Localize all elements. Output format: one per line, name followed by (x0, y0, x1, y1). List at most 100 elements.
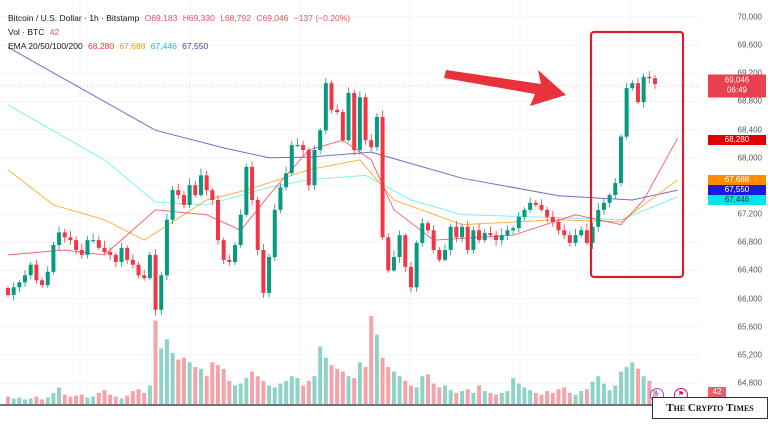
candle-body (136, 264, 141, 276)
candle-body (488, 233, 493, 236)
red-arrow-annotation (444, 70, 566, 106)
volume-bar (17, 397, 22, 404)
volume-bar (301, 385, 306, 404)
candle (533, 199, 538, 208)
candle (545, 206, 550, 223)
ema100-value: 67,446 (150, 41, 177, 51)
volume-bar (34, 396, 39, 404)
candle (346, 87, 351, 142)
volume-bar (45, 397, 50, 404)
volume-bar (567, 392, 572, 404)
candle-body (579, 230, 584, 236)
volume-bar (323, 357, 328, 404)
volume-bar (420, 376, 425, 404)
volume-bar (312, 376, 317, 404)
candle-body (635, 83, 640, 103)
volume-bar (431, 383, 436, 404)
volume-bar (443, 385, 448, 404)
candle (590, 222, 595, 249)
volume-bar (289, 376, 294, 404)
legend-ohlc-row: Bitcoin / U.S. Dollar · 1h · Bitstamp O6… (8, 11, 353, 25)
candle-body (584, 230, 589, 243)
candle (437, 247, 442, 263)
candle-body (465, 226, 470, 250)
candle (335, 104, 340, 115)
candle (443, 244, 448, 262)
candle-body (289, 145, 294, 174)
volume-bar (125, 395, 130, 404)
candle (340, 108, 345, 143)
volume-value: 42 (49, 27, 60, 37)
volume-bar (142, 392, 147, 404)
ema50-line (7, 159, 678, 241)
candle-body (329, 83, 334, 110)
volume-bar (198, 368, 203, 404)
candle (85, 236, 90, 259)
volume-bar (340, 371, 345, 404)
volume-bar (23, 399, 28, 404)
candle (641, 73, 646, 108)
candle-body (187, 185, 192, 205)
price-axis-label: 68,400 (737, 125, 762, 135)
candle-body (562, 230, 567, 236)
volume-bar (244, 378, 249, 404)
candle (23, 270, 28, 287)
candle (613, 178, 618, 200)
candle (79, 243, 84, 259)
candle-body (477, 230, 482, 241)
candle (11, 282, 16, 301)
candle-body (57, 232, 62, 246)
ema50-tag: 67,688 (708, 175, 766, 185)
candle (204, 170, 209, 196)
candle-body (403, 235, 408, 267)
candle (28, 262, 33, 280)
candle-body (397, 235, 402, 258)
candle (477, 223, 482, 244)
candle (374, 113, 379, 151)
ema100-tag: 67,446 (708, 195, 766, 205)
candle (301, 140, 306, 156)
candle-body (414, 242, 419, 288)
candle-body (340, 112, 345, 141)
volume-bar (96, 392, 101, 404)
candle (142, 269, 147, 281)
volume-bar (380, 357, 385, 404)
candle-body (301, 145, 306, 151)
legend-ema-row: EMA 20/50/100/200 68,280 67,688 67,446 6… (8, 39, 353, 53)
volume-bar (221, 368, 226, 404)
volume-bar (74, 395, 79, 404)
candle (329, 80, 334, 114)
volume-bar (11, 398, 16, 404)
volume-bar (556, 389, 561, 404)
candles (6, 71, 657, 316)
candle (556, 218, 561, 235)
candle (584, 223, 589, 246)
volume-bar (471, 392, 476, 404)
volume-bar (91, 396, 96, 404)
candle-body (284, 173, 289, 188)
symbol-title: Bitcoin / U.S. Dollar · 1h · Bitstamp (8, 13, 140, 23)
candle (250, 161, 255, 206)
price-axis-label: 69,600 (737, 40, 762, 50)
candle-body (79, 249, 84, 255)
highlight-box-annotation (589, 30, 685, 279)
volume-bar (227, 380, 232, 404)
volume-bar (255, 376, 260, 404)
candle-body (125, 247, 130, 260)
ema-lines (7, 46, 679, 256)
volume-bar (79, 394, 84, 404)
candle (34, 259, 39, 284)
candle (74, 236, 79, 255)
candle-body (539, 204, 544, 210)
volume-bar (630, 362, 635, 404)
volume-bar (562, 387, 567, 404)
volume-bar (85, 397, 90, 404)
volume-bar (499, 392, 504, 404)
candle-body (23, 275, 28, 283)
volume-bar (108, 394, 113, 404)
candle-body (618, 136, 623, 184)
candle-body (233, 245, 238, 262)
candle (352, 89, 357, 156)
candle-body (147, 254, 152, 279)
